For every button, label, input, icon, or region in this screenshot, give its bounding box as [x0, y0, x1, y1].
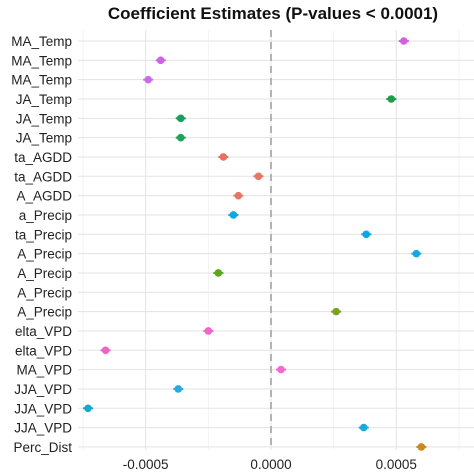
coefficient-point: [229, 211, 238, 219]
coefficient-point: [176, 114, 185, 123]
y-tick-label: MA_VPD: [16, 363, 72, 378]
y-tick-label: ta_AGDD: [14, 169, 72, 184]
x-tick-label: -0.0005: [123, 457, 169, 472]
x-tick-label-layer: -0.0005 0.0000 0.0005: [123, 457, 417, 472]
y-tick-label: JJA_VPD: [14, 421, 72, 436]
coefficient-point: [204, 327, 213, 335]
y-tick-label: a_Precip: [19, 208, 72, 223]
coefficient-point: [219, 153, 228, 161]
y-tick-label: elta_VPD: [15, 343, 72, 358]
plot-panel: [78, 30, 474, 450]
coefficient-point: [277, 365, 285, 374]
x-tick-label: 0.0000: [250, 457, 291, 472]
coefficient-point: [400, 37, 408, 45]
y-tick-label: JJA_VPD: [14, 401, 72, 416]
y-tick-label: elta_VPD: [15, 324, 72, 339]
coefficient-point: [174, 385, 183, 393]
y-tick-label: ta_AGDD: [14, 150, 72, 165]
grid-layer: [78, 30, 474, 450]
y-tick-label: JA_Temp: [16, 92, 72, 107]
y-tick-label: ta_Precip: [15, 227, 72, 242]
y-tick-label: MA_Temp: [11, 73, 72, 88]
y-tick-label: Perc_Dist: [13, 440, 72, 455]
y-tick-label: JA_Temp: [16, 131, 72, 146]
coefficient-point: [412, 249, 421, 258]
coefficient-point: [254, 172, 263, 181]
point-layer: [83, 37, 427, 451]
coefficient-point: [332, 307, 340, 316]
y-tick-label: JA_Temp: [16, 111, 72, 126]
y-tick-label-layer: MA_Temp MA_Temp MA_Temp JA_Temp JA_Temp JA_Te…: [11, 34, 72, 455]
x-tick-label: 0.0005: [376, 457, 417, 472]
y-tick-label: A_Precip: [17, 305, 72, 320]
y-tick-label: A_Precip: [17, 285, 72, 300]
coefficient-point: [156, 56, 165, 65]
y-tick-label: JJA_VPD: [14, 382, 72, 397]
coefficient-point: [101, 346, 110, 355]
y-tick-label: A_Precip: [17, 266, 72, 281]
coefficient-point: [417, 443, 426, 451]
y-tick-label: MA_Temp: [11, 53, 72, 68]
y-tick-label: MA_Temp: [11, 34, 72, 49]
y-tick-label: A_Precip: [17, 247, 72, 262]
y-tick-label: A_AGDD: [16, 189, 72, 204]
coefficient-point: [84, 404, 92, 413]
coefficient-point: [214, 269, 223, 277]
coefficient-point: [387, 95, 396, 103]
chart-title: Coefficient Estimates (P-values < 0.0001…: [108, 4, 438, 23]
coefficient-point: [144, 75, 152, 84]
coefficient-point: [359, 423, 368, 432]
coefficient-point: [234, 191, 243, 200]
coefficient-point: [362, 230, 371, 239]
coefficient-point: [176, 133, 185, 142]
